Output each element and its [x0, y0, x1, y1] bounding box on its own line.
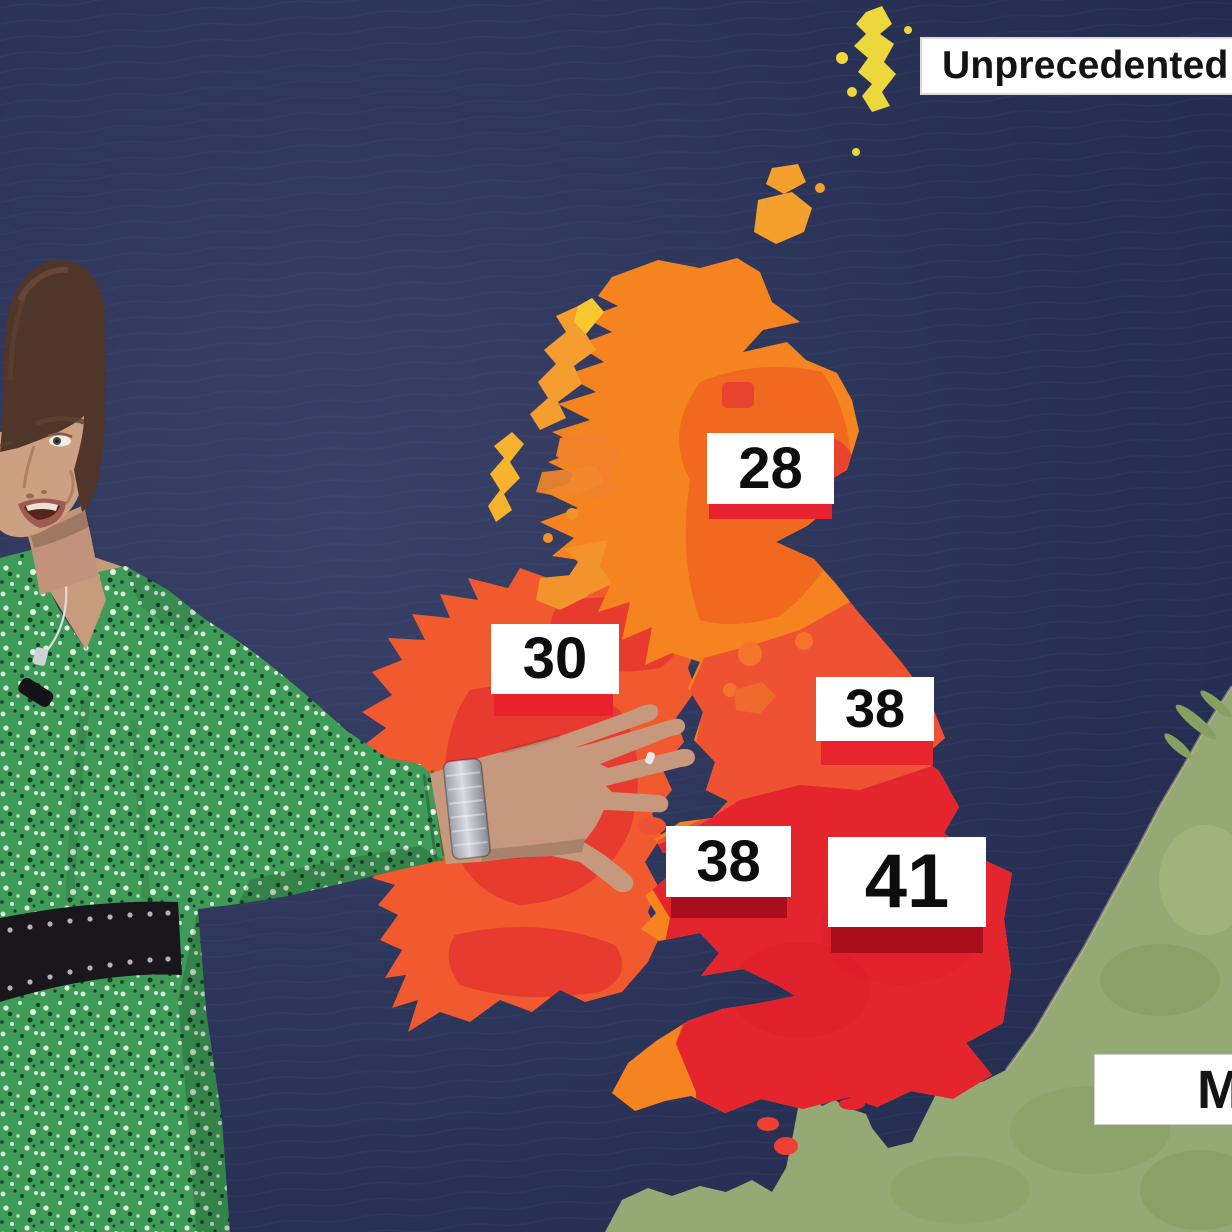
day-label-text: M	[1197, 1059, 1232, 1121]
temp-value: 38	[844, 679, 906, 739]
necklace-pendant	[32, 647, 49, 666]
isle-of-man	[734, 682, 776, 714]
temp-label-shadow	[671, 897, 787, 918]
temp-value: 41	[864, 839, 950, 924]
presenter-belt	[0, 901, 182, 1002]
ring	[645, 751, 655, 765]
temp-label-shadow	[831, 927, 983, 953]
day-label-box: M	[1094, 1054, 1232, 1125]
presenter	[0, 259, 695, 1232]
shetland-islands	[836, 6, 912, 156]
presenter-hand	[430, 704, 695, 893]
hebrides-islands	[488, 298, 624, 610]
temp-value: 30	[522, 626, 588, 691]
presenter-hair	[0, 259, 107, 512]
temp-label-scotland: 28	[707, 433, 834, 519]
nose	[22, 445, 36, 489]
temp-label-northern-england: 38	[816, 677, 934, 765]
temp-label-shadow	[494, 694, 613, 716]
presenter-dress	[0, 546, 444, 1232]
headline-banner-text: Unprecedented H	[942, 44, 1232, 87]
temp-label-shadow	[709, 504, 832, 519]
temp-label-wales: 38	[666, 826, 791, 918]
mouth	[18, 498, 66, 528]
isle-of-wight	[839, 1098, 865, 1110]
wrist-watch	[442, 758, 491, 860]
headline-banner: Unprecedented H	[920, 37, 1232, 95]
eyebrow	[35, 416, 85, 427]
temp-label-ireland: 30	[491, 624, 619, 716]
temp-label-southern-england: 41	[828, 837, 986, 953]
temp-value: 38	[696, 828, 761, 894]
orkney-islands	[754, 164, 825, 244]
temp-label-shadow	[821, 741, 933, 765]
temp-value: 28	[738, 435, 803, 501]
anglesey	[638, 817, 666, 835]
clip-microphone	[18, 677, 54, 707]
